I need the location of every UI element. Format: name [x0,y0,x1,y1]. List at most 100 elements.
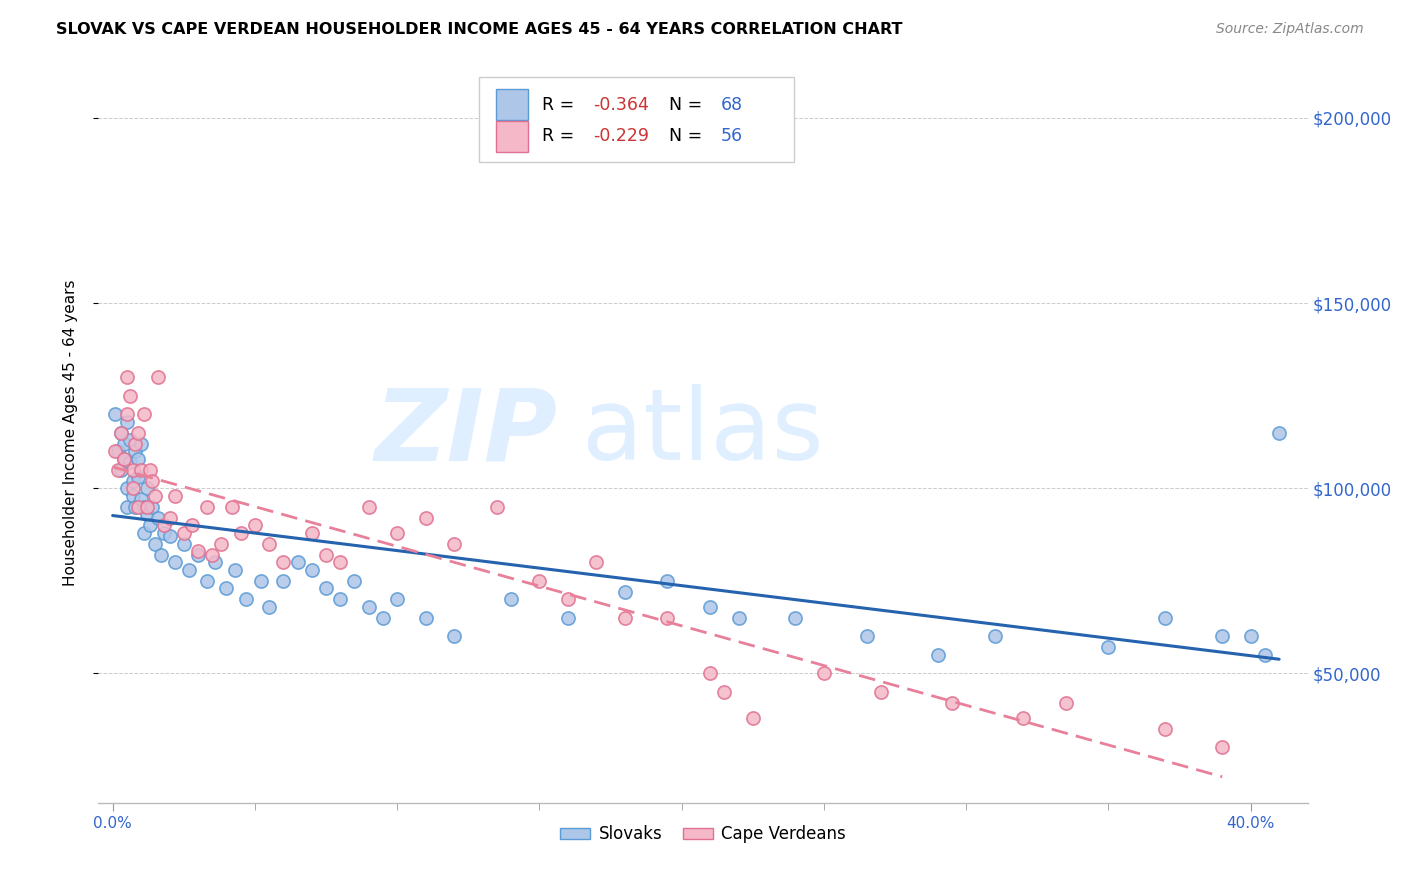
Text: Source: ZipAtlas.com: Source: ZipAtlas.com [1216,22,1364,37]
Point [613,584,636,599]
Point [110,425,132,440]
FancyBboxPatch shape [496,121,527,152]
Point [195,574,218,588]
Point [127,500,149,514]
Point [107,444,129,458]
Point [243,518,266,533]
Point [127,451,149,466]
Point [1154,722,1177,736]
Point [121,489,143,503]
Point [224,563,246,577]
Point [1154,610,1177,624]
Point [129,462,152,476]
Point [927,648,949,662]
Point [229,525,252,540]
Point [499,592,522,607]
Point [132,525,155,540]
Text: N =: N = [669,95,707,113]
Point [249,574,271,588]
Text: -0.229: -0.229 [593,128,650,145]
Text: SLOVAK VS CAPE VERDEAN HOUSEHOLDER INCOME AGES 45 - 64 YEARS CORRELATION CHART: SLOVAK VS CAPE VERDEAN HOUSEHOLDER INCOM… [56,22,903,37]
Point [165,489,187,503]
Point [1240,629,1263,643]
Point [124,444,146,458]
Point [159,510,181,524]
Point [657,610,679,624]
Point [146,370,169,384]
Point [869,685,891,699]
Point [129,492,152,507]
Text: R =: R = [543,128,579,145]
Point [150,548,173,562]
Point [173,525,195,540]
Point [121,474,143,488]
Point [699,599,721,614]
Point [209,536,232,550]
Y-axis label: Householder Income Ages 45 - 64 years: Householder Income Ages 45 - 64 years [63,279,77,586]
Text: ZIP: ZIP [375,384,558,481]
Point [415,610,437,624]
Point [983,629,1005,643]
Point [287,555,309,569]
Point [343,574,366,588]
Point [132,500,155,514]
Point [153,525,176,540]
Text: 56: 56 [721,128,744,145]
Point [107,462,129,476]
Point [115,500,138,514]
Text: R =: R = [543,95,579,113]
FancyBboxPatch shape [479,78,793,162]
Point [315,581,337,595]
Point [273,574,295,588]
Point [129,436,152,450]
Point [138,518,160,533]
Point [141,474,163,488]
Point [357,500,380,514]
Point [443,536,465,550]
Point [1097,640,1119,655]
Point [273,555,295,569]
Point [121,462,143,476]
Point [159,529,181,543]
Legend: Slovaks, Cape Verdeans: Slovaks, Cape Verdeans [554,819,852,850]
Point [138,462,160,476]
Point [187,544,209,558]
Point [485,500,508,514]
Point [613,610,636,624]
Point [187,548,209,562]
Point [115,415,138,429]
Point [118,433,141,447]
Point [115,407,138,421]
Point [112,436,135,450]
Text: -0.364: -0.364 [593,95,648,113]
FancyBboxPatch shape [496,89,527,120]
Point [357,599,380,614]
Point [127,470,149,484]
Point [127,425,149,440]
Point [121,481,143,495]
Point [1268,425,1291,440]
Point [385,592,408,607]
Point [301,525,323,540]
Point [221,500,243,514]
Point [141,500,163,514]
Point [143,536,166,550]
Point [173,536,195,550]
Point [329,592,352,607]
Point [257,599,280,614]
Point [118,389,141,403]
Point [135,481,157,495]
Point [1211,629,1233,643]
Point [112,451,135,466]
Text: 68: 68 [721,95,744,113]
Point [153,518,176,533]
Point [557,610,579,624]
Point [235,592,257,607]
Point [329,555,352,569]
Point [201,548,224,562]
Point [179,563,201,577]
Point [110,462,132,476]
Point [110,425,132,440]
Point [529,574,551,588]
Text: N =: N = [669,128,707,145]
